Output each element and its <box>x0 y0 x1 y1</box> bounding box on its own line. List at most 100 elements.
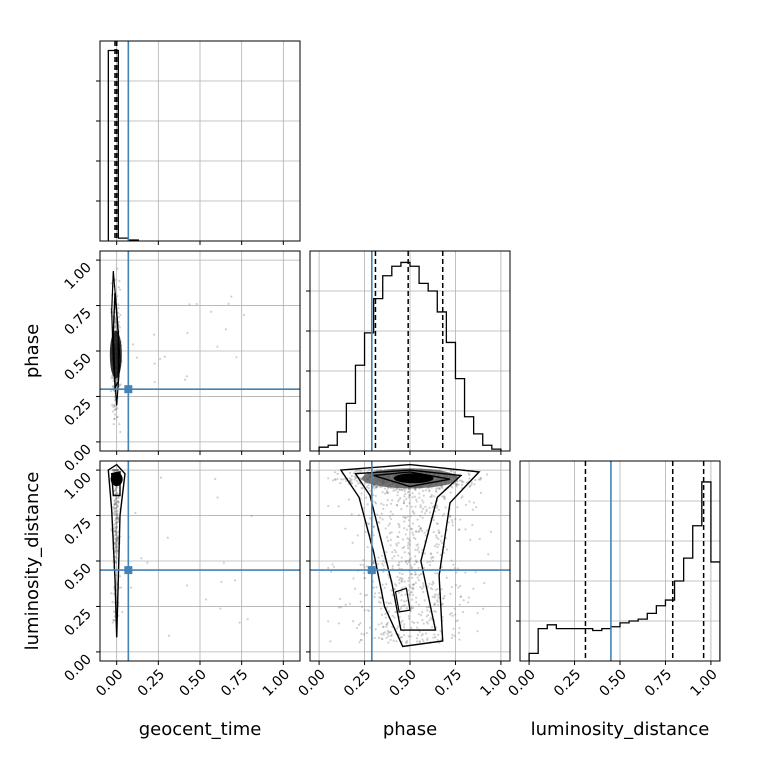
sample-point <box>397 488 401 491</box>
sample-point <box>422 489 425 492</box>
sample-point <box>436 551 439 554</box>
sample-point <box>350 478 353 481</box>
sample-point <box>114 507 117 510</box>
sample-point <box>449 515 452 518</box>
sample-point <box>396 494 399 497</box>
sample-point <box>115 540 118 543</box>
sample-point <box>461 495 464 498</box>
sample-point <box>419 573 423 576</box>
sample-point <box>114 519 117 522</box>
sample-point <box>431 595 434 599</box>
sample-point <box>116 539 119 543</box>
sample-point <box>114 507 117 510</box>
sample-point <box>453 472 456 475</box>
contour-line <box>112 292 119 390</box>
sample-point <box>432 518 435 522</box>
sample-point <box>436 572 439 575</box>
sample-point <box>359 600 362 603</box>
sample-point <box>113 468 117 472</box>
sample-point <box>114 487 118 490</box>
sample-point <box>407 490 411 493</box>
sample-point <box>222 561 225 564</box>
sample-point <box>117 501 120 504</box>
sample-point <box>458 603 461 606</box>
sample-point <box>414 581 417 584</box>
sample-point <box>435 487 438 490</box>
sample-point <box>115 546 119 549</box>
sample-point <box>439 629 442 632</box>
sample-point <box>460 496 463 499</box>
sample-point <box>471 523 474 526</box>
sample-point <box>115 526 118 529</box>
sample-point <box>242 313 246 317</box>
sample-point <box>414 559 418 562</box>
sample-point <box>385 536 389 539</box>
sample-point <box>401 547 404 550</box>
sample-point <box>114 517 117 520</box>
sample-point <box>451 614 454 617</box>
sample-point <box>441 486 444 490</box>
sample-point <box>333 478 337 481</box>
sample-point <box>397 500 400 503</box>
sample-point <box>112 385 115 388</box>
sample-point <box>417 579 421 582</box>
x-tick-label: 0.50 <box>386 667 419 700</box>
sample-point <box>477 478 480 481</box>
x-tick-label: 0.25 <box>135 667 168 700</box>
sample-point <box>423 599 426 602</box>
sample-point <box>359 638 362 642</box>
sample-point <box>364 481 367 485</box>
sample-point <box>351 541 354 544</box>
sample-point <box>395 503 399 507</box>
sample-point <box>411 496 414 499</box>
sample-point <box>376 513 379 516</box>
sample-point <box>400 560 403 563</box>
sample-point <box>435 534 438 537</box>
sample-point <box>411 598 414 601</box>
sample-point <box>374 494 377 497</box>
sample-point <box>408 584 411 587</box>
sample-point <box>238 621 241 624</box>
sample-point <box>408 543 411 546</box>
sample-point <box>114 501 117 504</box>
sample-point <box>410 573 414 576</box>
sample-point <box>434 588 437 592</box>
sample-point <box>404 487 407 491</box>
sample-point <box>114 492 117 496</box>
sample-point <box>116 515 119 518</box>
sample-point <box>414 548 417 551</box>
sample-point <box>355 479 359 483</box>
sample-point <box>408 617 411 620</box>
sample-point <box>420 611 424 614</box>
sample-point <box>402 487 406 491</box>
sample-point <box>398 524 401 527</box>
sample-point <box>363 576 366 580</box>
sample-point <box>458 638 461 641</box>
sample-point <box>476 630 479 633</box>
sample-point <box>393 616 396 619</box>
sample-point <box>449 469 452 472</box>
sample-point <box>468 473 471 477</box>
sample-point <box>400 580 403 583</box>
sample-point <box>350 474 353 478</box>
sample-point <box>406 537 409 540</box>
sample-point <box>329 570 333 573</box>
sample-point <box>405 641 408 644</box>
sample-point <box>400 556 403 559</box>
sample-point <box>489 530 492 533</box>
sample-point <box>415 560 419 564</box>
sample-point <box>410 606 413 610</box>
sample-point <box>373 595 376 599</box>
sample-point <box>390 634 393 638</box>
sample-point <box>429 616 432 619</box>
sample-point <box>114 513 117 516</box>
sample-point <box>358 641 361 644</box>
sample-point <box>440 588 443 591</box>
sample-point <box>415 640 419 643</box>
sample-point <box>331 563 334 566</box>
sample-point <box>410 567 413 570</box>
sample-point <box>414 505 417 508</box>
sample-point <box>366 503 369 506</box>
sample-point <box>471 508 474 511</box>
sample-point <box>369 517 372 520</box>
